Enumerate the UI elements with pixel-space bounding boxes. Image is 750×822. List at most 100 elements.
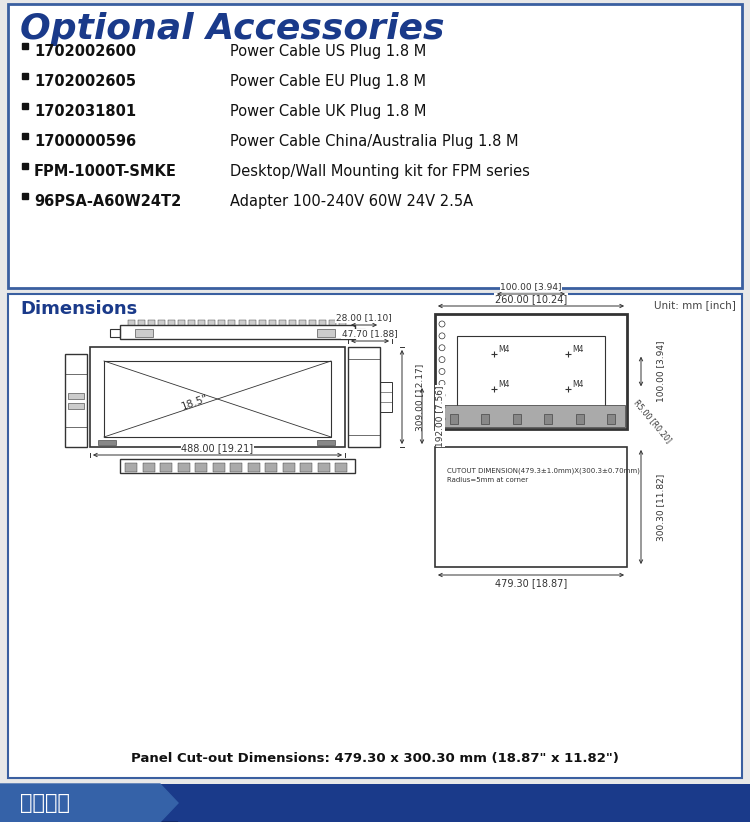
Text: M4: M4	[572, 381, 584, 390]
Bar	[135, 329, 153, 337]
Text: 192.00 [7.56]: 192.00 [7.56]	[436, 386, 445, 446]
Text: M4: M4	[572, 344, 584, 353]
Text: 100.00 [3.94]: 100.00 [3.94]	[500, 283, 562, 292]
Text: 47.70 [1.88]: 47.70 [1.88]	[342, 330, 398, 339]
Bar	[513, 414, 520, 424]
Bar	[125, 463, 137, 472]
Bar	[482, 414, 490, 424]
Bar	[317, 440, 335, 445]
Text: Power Cable EU Plug 1.8 M: Power Cable EU Plug 1.8 M	[230, 74, 426, 89]
Bar	[22, 43, 28, 49]
Bar	[104, 361, 331, 437]
Bar	[188, 320, 195, 325]
Bar	[212, 463, 224, 472]
Bar	[229, 320, 236, 325]
Bar	[178, 320, 185, 325]
Text: M4: M4	[498, 381, 509, 390]
Bar	[355, 329, 365, 337]
Text: 100.00 [3.94]: 100.00 [3.94]	[656, 341, 665, 402]
Text: 1700000596: 1700000596	[34, 134, 136, 149]
Text: 产品配置: 产品配置	[20, 793, 70, 813]
Bar	[98, 440, 116, 445]
Bar	[283, 463, 295, 472]
Text: CUTOUT DIMENSION(479.3±1.0mm)X(300.3±0.70mm): CUTOUT DIMENSION(479.3±1.0mm)X(300.3±0.7…	[447, 467, 640, 473]
Text: Power Cable US Plug 1.8 M: Power Cable US Plug 1.8 M	[230, 44, 426, 59]
Text: Adapter 100-240V 60W 24V 2.5A: Adapter 100-240V 60W 24V 2.5A	[230, 194, 473, 209]
Bar	[142, 463, 154, 472]
Bar	[339, 320, 346, 325]
Bar	[279, 320, 286, 325]
Bar	[22, 133, 28, 139]
Bar	[110, 329, 120, 337]
Bar	[22, 73, 28, 79]
Bar	[148, 320, 155, 325]
Bar	[248, 463, 259, 472]
Text: Radius=5mm at corner: Radius=5mm at corner	[447, 477, 528, 483]
Text: 488.00 [19.21]: 488.00 [19.21]	[182, 443, 254, 453]
Bar	[259, 320, 266, 325]
Bar	[607, 414, 615, 424]
Text: 479.30 [18.87]: 479.30 [18.87]	[495, 578, 567, 588]
Bar	[68, 393, 84, 399]
Bar	[218, 320, 226, 325]
Bar	[268, 320, 276, 325]
Text: 18.5": 18.5"	[180, 393, 210, 413]
Text: 1702002605: 1702002605	[34, 74, 136, 89]
Bar	[450, 414, 458, 424]
Bar	[160, 463, 172, 472]
Bar	[65, 354, 87, 447]
Bar	[289, 320, 296, 325]
Text: Dimensions: Dimensions	[20, 300, 137, 318]
Bar	[8, 4, 742, 288]
Bar	[335, 463, 347, 472]
Bar	[138, 320, 145, 325]
Bar	[435, 447, 627, 567]
Bar	[178, 463, 190, 472]
Bar	[120, 325, 355, 339]
Text: 1702031801: 1702031801	[34, 104, 136, 119]
Bar	[128, 320, 135, 325]
Bar	[120, 459, 355, 473]
Bar	[22, 163, 28, 169]
Text: 96PSA-A60W24T2: 96PSA-A60W24T2	[34, 194, 182, 209]
Bar	[168, 320, 176, 325]
Text: 309.00 [12.17]: 309.00 [12.17]	[416, 363, 424, 431]
Bar	[22, 103, 28, 109]
Bar	[437, 405, 625, 427]
Text: 260.00 [10.24]: 260.00 [10.24]	[495, 294, 567, 304]
Text: Optional Accessories: Optional Accessories	[20, 12, 445, 46]
Bar	[348, 347, 380, 447]
Text: FPM-1000T-SMKE: FPM-1000T-SMKE	[34, 164, 177, 179]
Bar	[317, 463, 329, 472]
Bar	[198, 320, 206, 325]
Bar	[300, 463, 312, 472]
Bar	[380, 382, 392, 412]
Bar	[298, 320, 306, 325]
Text: 28.00 [1.10]: 28.00 [1.10]	[336, 313, 392, 322]
Text: R5.00 [R0.20]: R5.00 [R0.20]	[632, 398, 673, 444]
Text: Desktop/Wall Mounting kit for FPM series: Desktop/Wall Mounting kit for FPM series	[230, 164, 530, 179]
Bar	[435, 314, 627, 429]
Text: Power Cable China/Australia Plug 1.8 M: Power Cable China/Australia Plug 1.8 M	[230, 134, 518, 149]
Text: Panel Cut-out Dimensions: 479.30 x 300.30 mm (18.87" x 11.82"): Panel Cut-out Dimensions: 479.30 x 300.3…	[131, 752, 619, 765]
Bar	[90, 347, 345, 447]
Bar	[195, 463, 207, 472]
Bar	[317, 329, 335, 337]
Bar	[248, 320, 256, 325]
Bar	[575, 414, 584, 424]
Bar	[8, 294, 742, 778]
Bar	[319, 320, 326, 325]
Text: 1702002600: 1702002600	[34, 44, 136, 59]
Bar	[238, 320, 245, 325]
Text: M4: M4	[498, 344, 509, 353]
Text: 300.30 [11.82]: 300.30 [11.82]	[656, 473, 665, 541]
Bar	[68, 403, 84, 409]
Bar	[209, 320, 215, 325]
Text: Unit: mm [inch]: Unit: mm [inch]	[654, 300, 736, 310]
Bar	[158, 320, 165, 325]
Bar	[329, 320, 336, 325]
Polygon shape	[0, 784, 178, 822]
Bar	[230, 463, 242, 472]
Text: Power Cable UK Plug 1.8 M: Power Cable UK Plug 1.8 M	[230, 104, 426, 119]
Bar	[544, 414, 552, 424]
